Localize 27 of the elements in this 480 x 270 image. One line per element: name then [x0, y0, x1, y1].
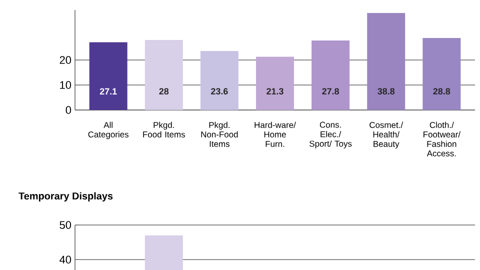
- bar: [144, 40, 183, 110]
- bar: [256, 56, 294, 110]
- x-tick-label: Pkgd. Non-Food Items: [201, 122, 238, 147]
- bar: [422, 38, 461, 110]
- data-label: 28.8: [433, 88, 450, 94]
- data-label: 21.3: [266, 88, 284, 94]
- x-tick-label: Cons. Elec./ Sport/ Toys: [310, 122, 352, 148]
- x-tick-label: Cloth./ Footwear/ Fashion Access.: [424, 122, 460, 156]
- bar: [312, 40, 350, 110]
- x-tick-label: Pkgd. Food Items: [143, 122, 185, 138]
- y-tick-label: 40: [60, 256, 72, 264]
- bar: [200, 51, 238, 110]
- x-tick-label: Hard-ware/ Home Furn.: [254, 122, 296, 147]
- data-label: 38.8: [378, 88, 395, 94]
- y-tick-label: 0: [66, 106, 72, 114]
- bar: [89, 42, 128, 110]
- y-tick-label: 20: [60, 56, 72, 64]
- data-label: 23.6: [211, 88, 228, 94]
- y-tick-label: 50: [60, 221, 72, 229]
- x-tick-label: Cosmet./ Health/ Beauty: [370, 122, 404, 149]
- data-label: 27.8: [322, 88, 340, 94]
- y-tick-label: 10: [60, 81, 72, 89]
- bar: [367, 13, 406, 110]
- data-label: 28: [159, 88, 169, 94]
- x-tick-label: All Categories: [88, 122, 128, 140]
- chart-title: Temporary Displays: [18, 192, 113, 202]
- data-label: 27.1: [100, 88, 117, 94]
